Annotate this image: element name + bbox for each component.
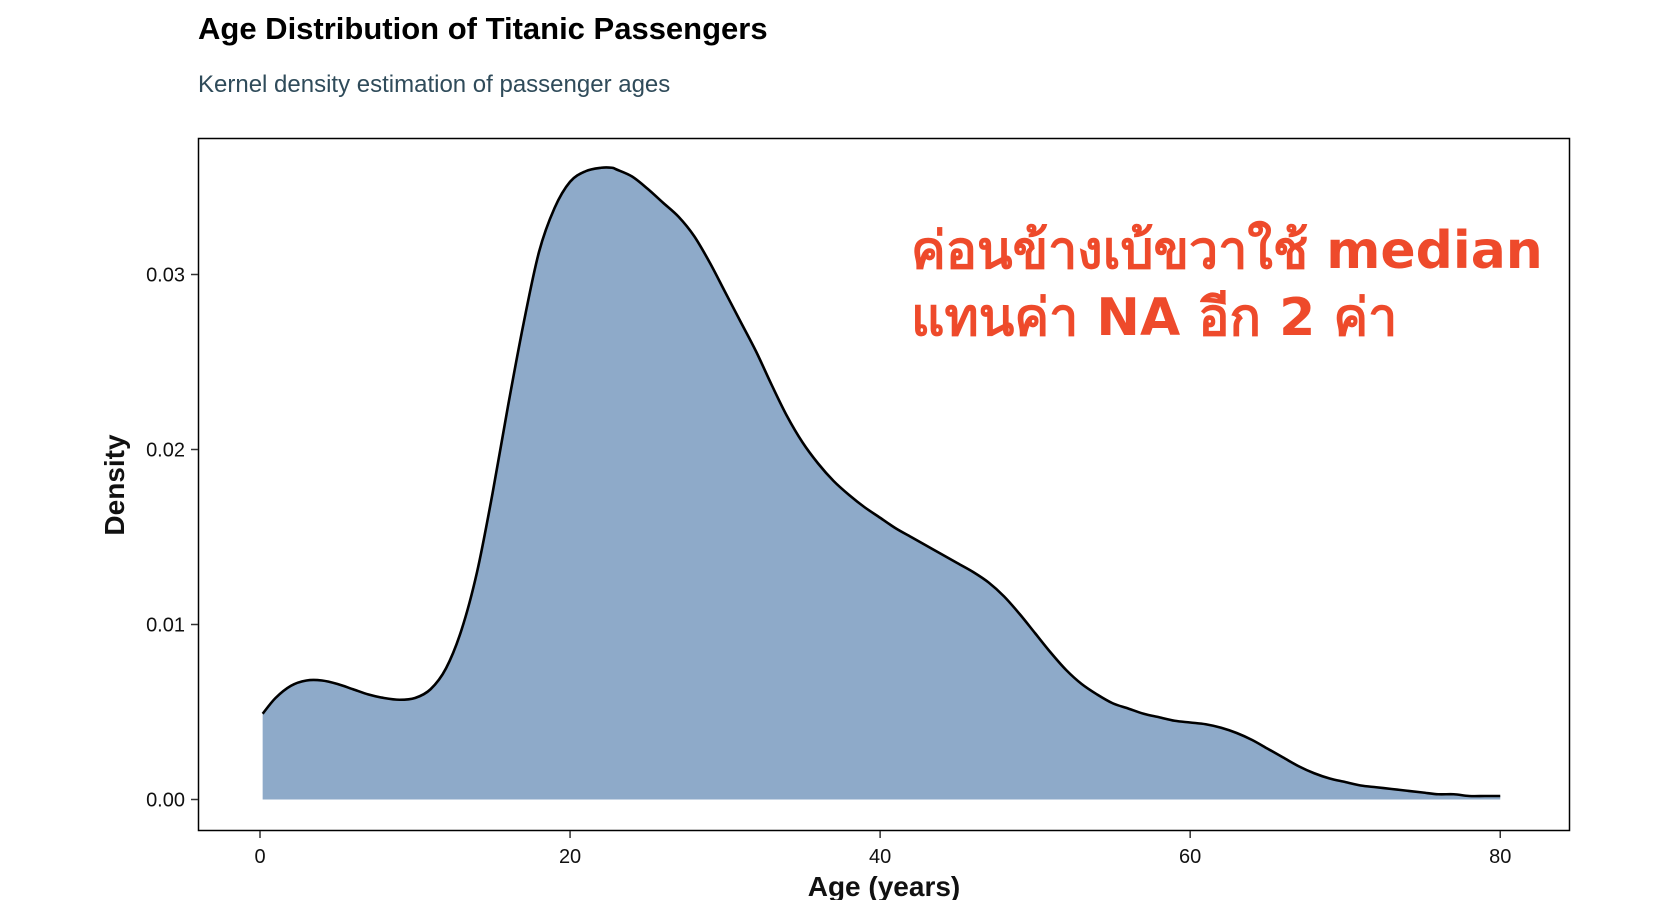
y-axis: 0.00 0.01 0.02 0.03 — [146, 265, 198, 812]
density-curve — [261, 166, 1501, 798]
density-series — [261, 166, 1501, 800]
x-tick-label: 60 — [1179, 846, 1201, 868]
x-tick-label: 0 — [254, 846, 265, 868]
plot-panel-border — [197, 137, 1571, 832]
x-tick-label: 80 — [1489, 846, 1511, 868]
annotation-line-1: ค่อนข้างเบ้ขวาใช้ median — [911, 220, 1543, 281]
chart-subtitle: Kernel density estimation of passenger a… — [198, 71, 670, 98]
x-axis: 0 20 40 60 80 — [254, 831, 1511, 868]
y-tick-label: 0.03 — [146, 265, 185, 287]
x-tick-label: 20 — [559, 846, 581, 868]
annotation: ค่อนข้างเบ้ขวาใช้ median แทนค่า NA อีก 2… — [911, 220, 1543, 348]
y-tick-label: 0.00 — [146, 790, 185, 812]
y-tick-label: 0.02 — [146, 440, 185, 462]
y-tick-label: 0.01 — [146, 615, 185, 637]
annotation-line-2: แทนค่า NA อีก 2 ค่า — [911, 288, 1397, 348]
chart-title: Age Distribution of Titanic Passengers — [198, 11, 768, 46]
y-axis-title: Density — [99, 434, 130, 536]
x-tick-label: 40 — [869, 846, 891, 868]
density-area-fill — [262, 167, 1501, 800]
x-axis-title: Age (years) — [808, 871, 961, 900]
